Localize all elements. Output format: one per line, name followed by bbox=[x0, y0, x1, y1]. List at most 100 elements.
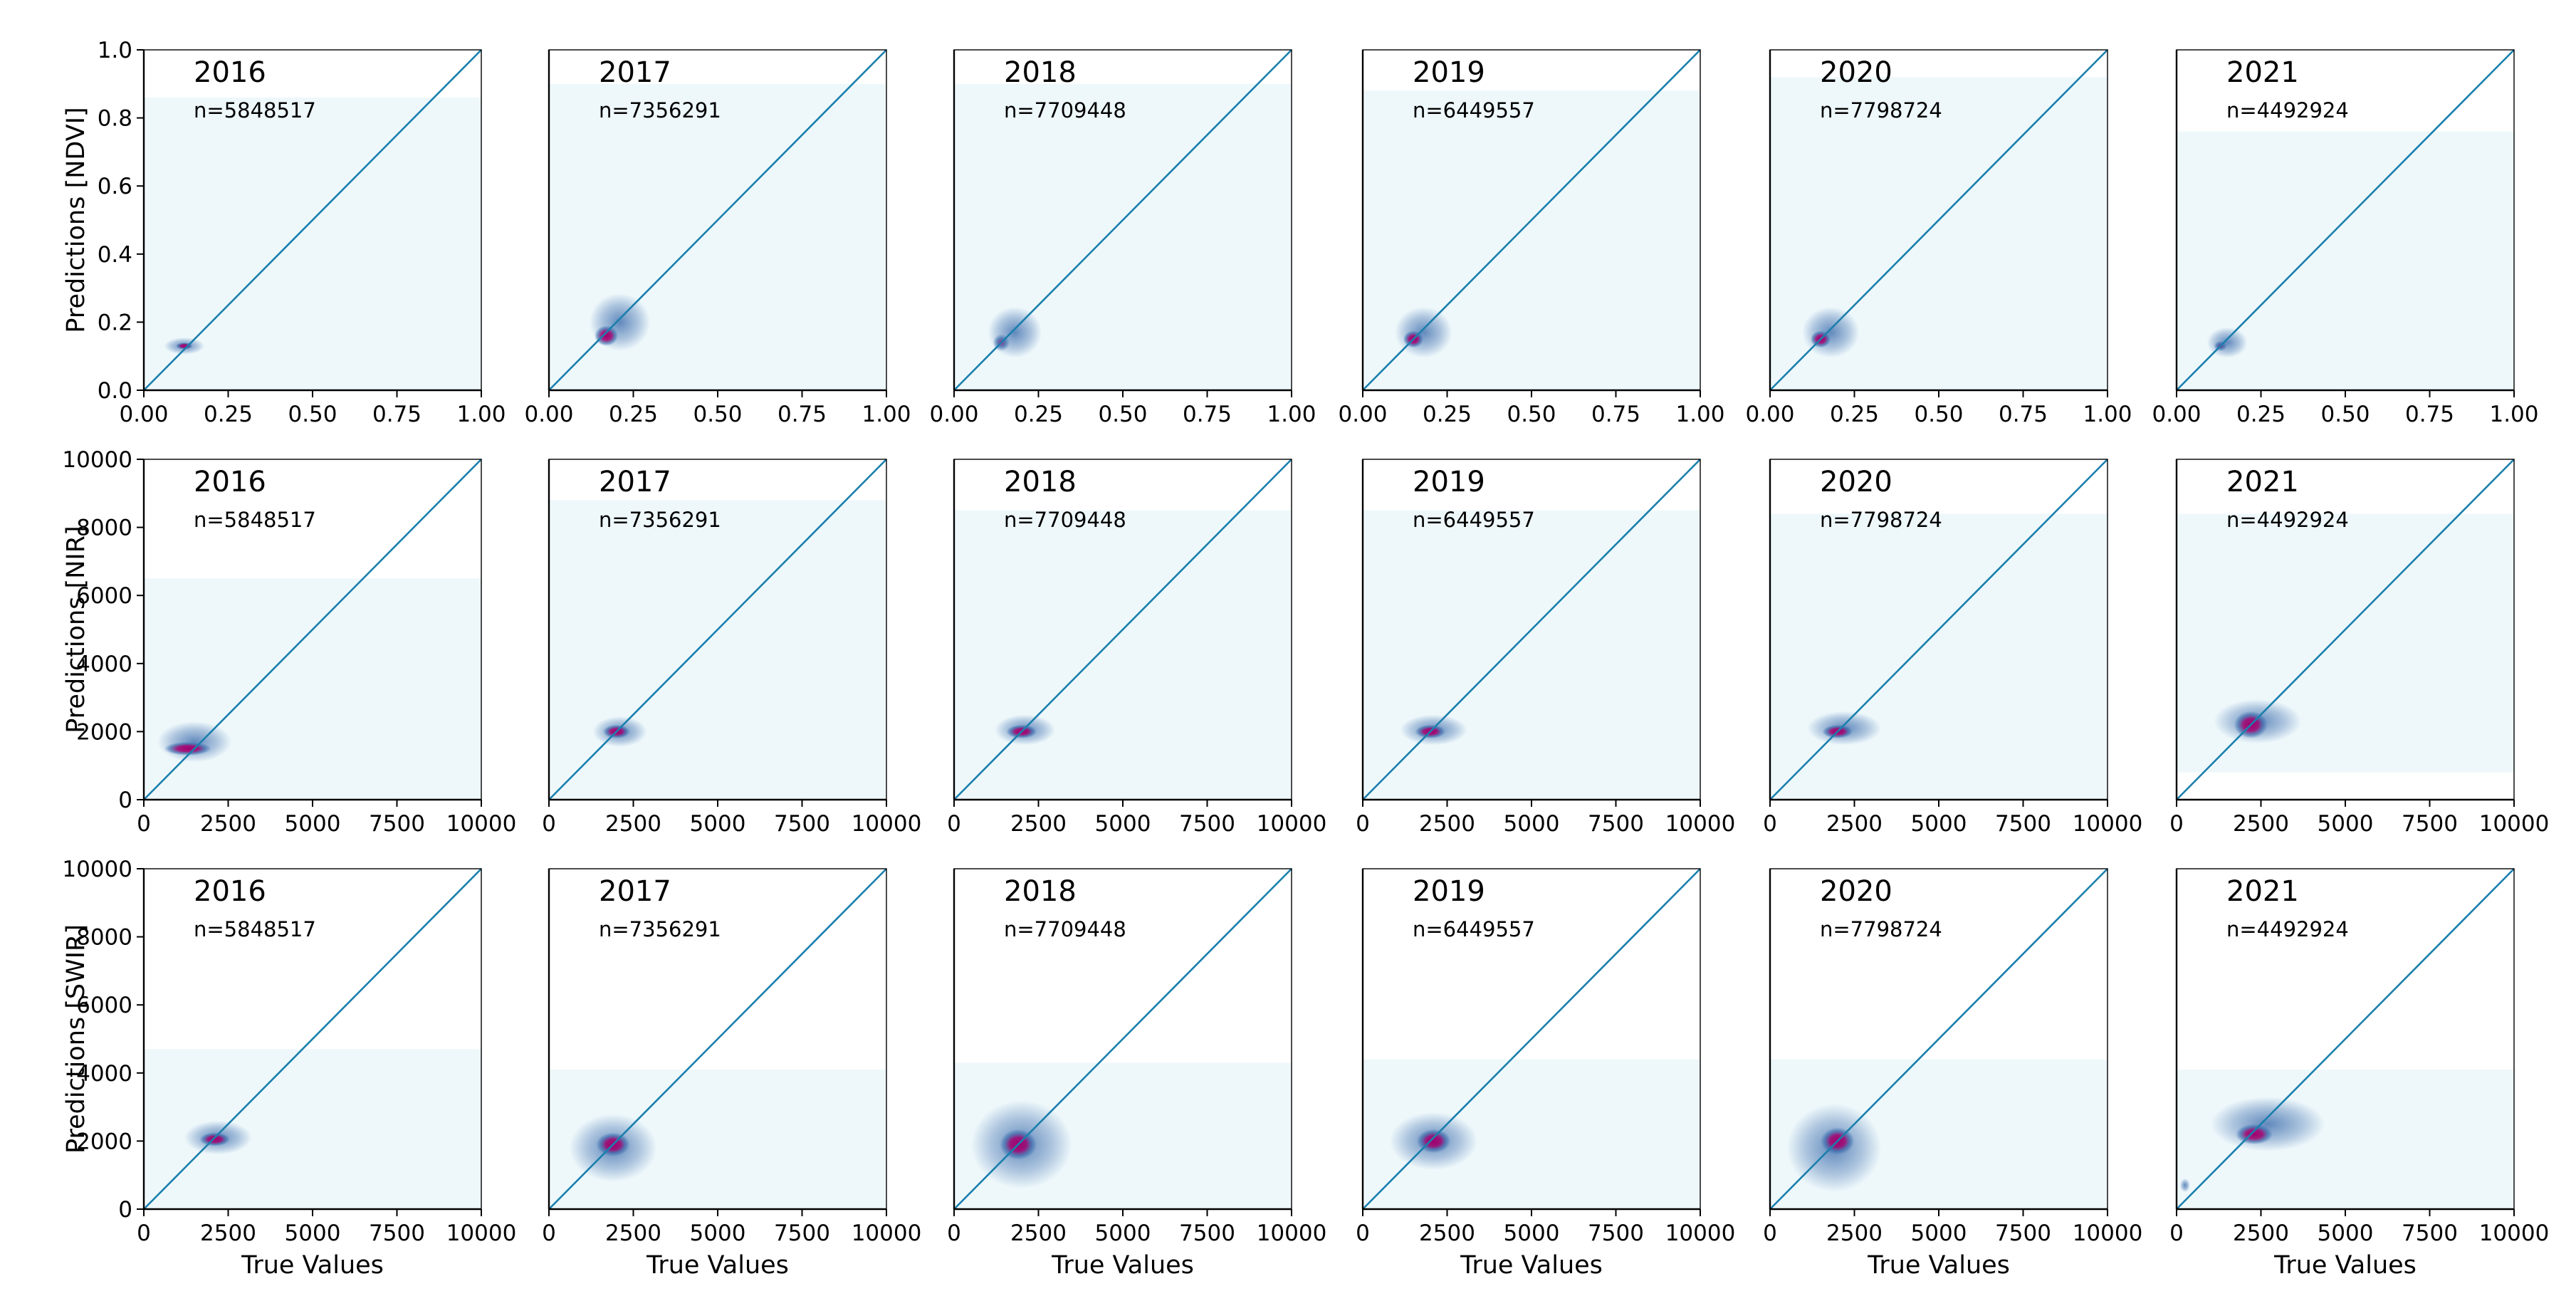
y-tick-label: 6000 bbox=[76, 993, 132, 1018]
identity-line bbox=[953, 868, 1292, 1210]
x-axis-label: True Values bbox=[646, 1251, 789, 1280]
x-tick-label: 2500 bbox=[605, 1221, 661, 1246]
sample-count-label: n=4492924 bbox=[2226, 98, 2349, 122]
x-tick-label: 2500 bbox=[1010, 1221, 1067, 1246]
panel-0-4: 0.00 0.25 0.50 0.75 1.00 2020 n=7798724 bbox=[1745, 49, 2132, 427]
x-tick-label: 0.00 bbox=[1745, 402, 1794, 427]
panel-2-5: 0 2500 5000 7500 10000 2021 n=4492924 True Valu… bbox=[2169, 868, 2550, 1280]
x-tick-label: 0 bbox=[947, 1221, 961, 1246]
panel-1-5: 0 2500 5000 7500 10000 2021 n=4492924 bbox=[2169, 459, 2549, 837]
x-tick-label: 0.75 bbox=[777, 402, 827, 427]
x-tick-label: 1.00 bbox=[2489, 402, 2538, 427]
identity-line bbox=[953, 459, 1292, 800]
x-tick-label: 7500 bbox=[1588, 1221, 1644, 1246]
x-tick-label: 7500 bbox=[369, 811, 425, 837]
density-background bbox=[144, 578, 481, 800]
x-tick-label: 0.75 bbox=[1591, 402, 1640, 427]
x-tick-label: 10000 bbox=[2479, 1221, 2550, 1246]
panel-1-4: 0 2500 5000 7500 10000 2020 n=7798724 bbox=[1763, 459, 2142, 837]
x-tick-label: 0.50 bbox=[288, 402, 337, 427]
y-tick-label: 0.4 bbox=[98, 242, 132, 268]
x-tick-label: 2500 bbox=[1010, 811, 1067, 837]
x-tick-label: 0 bbox=[1356, 1221, 1370, 1246]
panel-year-label: 2021 bbox=[2226, 875, 2299, 908]
x-tick-label: 10000 bbox=[2479, 811, 2550, 837]
y-axis-label: Predictions [NDVI] bbox=[62, 107, 90, 333]
x-tick-label: 2500 bbox=[2233, 1221, 2289, 1246]
identity-line bbox=[953, 49, 1292, 391]
x-tick-label: 7500 bbox=[774, 1221, 830, 1246]
y-tick-label: 0.8 bbox=[98, 106, 132, 132]
panel-year-label: 2020 bbox=[1820, 466, 1892, 498]
x-axis-label: True Values bbox=[241, 1251, 384, 1280]
panel-2-1: 0 2500 5000 7500 10000 2017 n=7356291 True Valu… bbox=[542, 868, 921, 1280]
sample-count-label: n=7709448 bbox=[1004, 917, 1126, 941]
x-tick-label: 1.00 bbox=[2083, 402, 2132, 427]
panel-year-label: 2017 bbox=[599, 56, 671, 89]
y-tick-label: 4000 bbox=[76, 652, 132, 677]
identity-line bbox=[1362, 459, 1701, 800]
density-background bbox=[549, 83, 886, 391]
panel-1-0: 0 2500 5000 7500 10000 0 2000 4000 6000 8000 10000… bbox=[62, 447, 516, 837]
y-tick-label: 8000 bbox=[76, 925, 132, 951]
x-tick-label: 2500 bbox=[605, 811, 661, 837]
y-tick-label: 10000 bbox=[62, 447, 132, 473]
x-tick-label: 5000 bbox=[2318, 811, 2374, 837]
x-tick-label: 2500 bbox=[200, 1221, 256, 1246]
x-tick-label: 0.75 bbox=[1999, 402, 2048, 427]
x-tick-label: 0.00 bbox=[119, 402, 168, 427]
y-tick-label: 10000 bbox=[62, 857, 132, 882]
identity-line bbox=[143, 868, 482, 1210]
panel-0-1: 0.00 0.25 0.50 0.75 1.00 2017 n=7356291 bbox=[524, 49, 911, 427]
y-tick-label: 0.0 bbox=[98, 378, 132, 404]
y-tick-label: 2000 bbox=[76, 719, 132, 745]
x-tick-label: 0.00 bbox=[524, 402, 573, 427]
density-cluster bbox=[594, 325, 619, 346]
identity-line bbox=[548, 49, 887, 391]
x-tick-label: 1.00 bbox=[862, 402, 911, 427]
sample-count-label: n=4492924 bbox=[2226, 917, 2349, 941]
x-tick-label: 5000 bbox=[285, 1221, 341, 1246]
x-tick-label: 5000 bbox=[1911, 1221, 1967, 1246]
sample-count-label: n=7709448 bbox=[1004, 98, 1126, 122]
x-tick-label: 10000 bbox=[1257, 1221, 1327, 1246]
density-background bbox=[1363, 510, 1700, 800]
x-tick-label: 2500 bbox=[1419, 1221, 1475, 1246]
y-tick-label: 2000 bbox=[76, 1129, 132, 1154]
x-tick-label: 0 bbox=[1763, 811, 1777, 837]
sample-count-label: n=4492924 bbox=[2226, 508, 2349, 532]
identity-line bbox=[2176, 868, 2515, 1210]
panel-1-3: 0 2500 5000 7500 10000 2019 n=6449557 bbox=[1356, 459, 1735, 837]
x-tick-label: 7500 bbox=[1995, 1221, 2051, 1246]
x-axis-label: True Values bbox=[1460, 1251, 1603, 1280]
y-tick-label: 6000 bbox=[76, 583, 132, 609]
density-background bbox=[954, 510, 1292, 800]
panel-1-2: 0 2500 5000 7500 10000 2018 n=7709448 bbox=[947, 459, 1326, 837]
x-tick-label: 7500 bbox=[2402, 811, 2458, 837]
sample-count-label: n=5848517 bbox=[194, 508, 316, 532]
panel-year-label: 2019 bbox=[1413, 466, 1485, 498]
x-tick-label: 0 bbox=[2169, 1221, 2184, 1246]
x-tick-label: 7500 bbox=[369, 1221, 425, 1246]
sample-count-label: n=6449557 bbox=[1413, 98, 1535, 122]
x-tick-label: 5000 bbox=[1095, 811, 1151, 837]
x-tick-label: 0.25 bbox=[204, 402, 253, 427]
x-tick-label: 0 bbox=[137, 811, 151, 837]
x-tick-label: 10000 bbox=[446, 1221, 517, 1246]
panel-year-label: 2018 bbox=[1004, 875, 1077, 908]
x-tick-label: 0.25 bbox=[1423, 402, 1472, 427]
sample-count-label: n=5848517 bbox=[194, 917, 316, 941]
x-tick-label: 1.00 bbox=[1675, 402, 1724, 427]
x-tick-label: 7500 bbox=[1995, 811, 2051, 837]
identity-line bbox=[548, 459, 887, 800]
x-tick-label: 2500 bbox=[1826, 1221, 1883, 1246]
x-tick-label: 0.50 bbox=[693, 402, 742, 427]
x-tick-label: 5000 bbox=[1504, 1221, 1560, 1246]
x-tick-label: 0.75 bbox=[372, 402, 422, 427]
y-tick-label: 8000 bbox=[76, 516, 132, 541]
panel-1-1: 0 2500 5000 7500 10000 2017 n=7356291 bbox=[542, 459, 921, 837]
panel-0-2: 0.00 0.25 0.50 0.75 1.00 2018 n=7709448 bbox=[929, 49, 1316, 427]
x-tick-label: 0.25 bbox=[2236, 402, 2286, 427]
identity-line bbox=[2176, 49, 2515, 391]
